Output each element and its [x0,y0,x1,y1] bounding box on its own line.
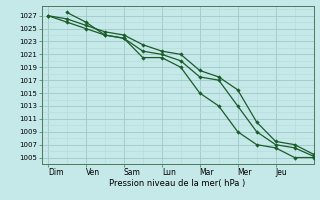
X-axis label: Pression niveau de la mer( hPa ): Pression niveau de la mer( hPa ) [109,179,246,188]
